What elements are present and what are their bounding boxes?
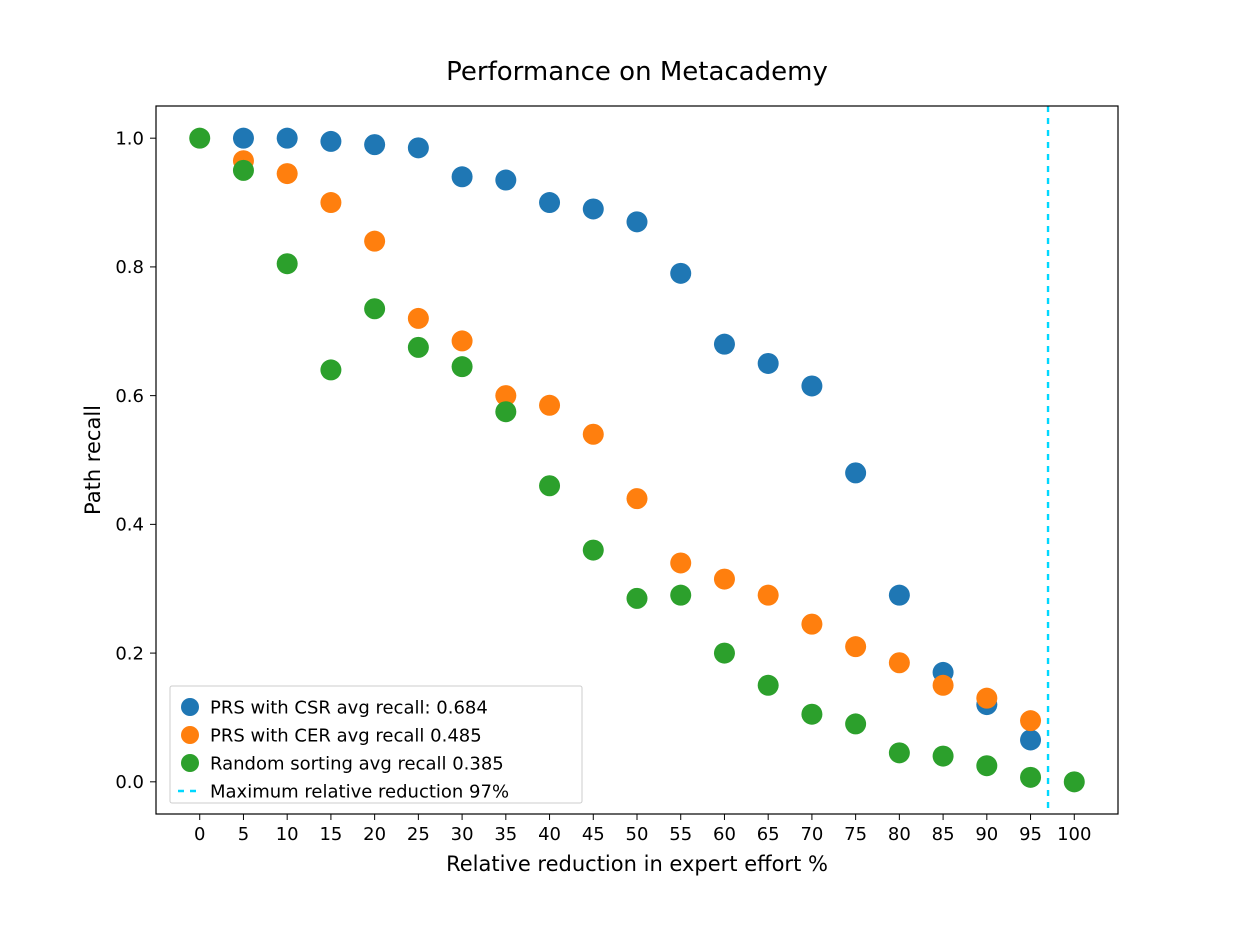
data-point <box>801 614 822 635</box>
xtick-label: 30 <box>451 824 474 845</box>
data-point <box>495 170 516 191</box>
data-point <box>758 585 779 606</box>
xtick-label: 20 <box>363 824 386 845</box>
xtick-label: 45 <box>582 824 605 845</box>
data-point <box>1020 710 1041 731</box>
data-point <box>408 337 429 358</box>
data-point <box>583 198 604 219</box>
data-point <box>364 231 385 252</box>
ytick-label: 0.8 <box>115 257 144 278</box>
xtick-label: 10 <box>276 824 299 845</box>
data-point <box>539 192 560 213</box>
data-point <box>408 308 429 329</box>
data-point <box>758 353 779 374</box>
data-point <box>320 192 341 213</box>
ytick-label: 1.0 <box>115 128 144 149</box>
data-point <box>845 713 866 734</box>
xtick-label: 60 <box>713 824 736 845</box>
data-point <box>277 128 298 149</box>
data-point <box>627 588 648 609</box>
ytick-label: 0.4 <box>115 515 144 536</box>
data-point <box>801 704 822 725</box>
data-point <box>627 211 648 232</box>
data-point <box>976 755 997 776</box>
data-point <box>189 128 210 149</box>
data-point <box>801 375 822 396</box>
xtick-label: 100 <box>1057 824 1091 845</box>
data-point <box>758 675 779 696</box>
data-point <box>889 742 910 763</box>
data-point <box>583 424 604 445</box>
xtick-label: 15 <box>319 824 342 845</box>
data-point <box>364 298 385 319</box>
xtick-label: 35 <box>494 824 517 845</box>
x-axis-label: Relative reduction in expert effort % <box>446 852 828 876</box>
data-point <box>933 675 954 696</box>
data-point <box>1020 767 1041 788</box>
ytick-label: 0.6 <box>115 386 144 407</box>
data-point <box>452 166 473 187</box>
data-point <box>933 746 954 767</box>
xtick-label: 70 <box>800 824 823 845</box>
chart-svg: 0 5 10 15 20 25 30 35 40 45 50 55 60 65 70 75 80 85 90 95 10… <box>0 0 1250 942</box>
data-point <box>320 131 341 152</box>
data-point <box>452 356 473 377</box>
xtick-label: 90 <box>975 824 998 845</box>
data-point <box>277 253 298 274</box>
data-point <box>670 552 691 573</box>
data-point <box>364 134 385 155</box>
data-point <box>670 263 691 284</box>
chart-title: Performance on Metacademy <box>446 57 828 87</box>
data-point <box>452 330 473 351</box>
data-point <box>495 401 516 422</box>
xtick-label: 65 <box>757 824 780 845</box>
data-point <box>714 334 735 355</box>
xtick-label: 40 <box>538 824 561 845</box>
data-point <box>976 688 997 709</box>
data-point <box>408 137 429 158</box>
data-point <box>583 540 604 561</box>
xtick-label: 75 <box>844 824 867 845</box>
legend-marker <box>181 698 199 716</box>
xtick-label: 55 <box>669 824 692 845</box>
data-point <box>539 475 560 496</box>
data-point <box>845 462 866 483</box>
legend-marker <box>181 754 199 772</box>
ytick-label: 0.0 <box>115 772 144 793</box>
legend-label: Maximum relative reduction 97% <box>210 781 509 802</box>
data-point <box>670 585 691 606</box>
data-point <box>1064 771 1085 792</box>
legend-marker <box>181 726 199 744</box>
data-point <box>320 359 341 380</box>
data-point <box>714 643 735 664</box>
y-axis-label: Path recall <box>81 405 105 515</box>
ytick-label: 0.2 <box>115 643 144 664</box>
data-point <box>627 488 648 509</box>
data-point <box>845 636 866 657</box>
xtick-label: 80 <box>888 824 911 845</box>
xtick-label: 25 <box>407 824 430 845</box>
xtick-label: 85 <box>932 824 955 845</box>
data-point <box>233 128 254 149</box>
data-point <box>539 395 560 416</box>
chart-container: 0 5 10 15 20 25 30 35 40 45 50 55 60 65 70 75 80 85 90 95 10… <box>0 0 1250 942</box>
data-point <box>889 585 910 606</box>
xtick-label: 5 <box>238 824 249 845</box>
legend-label: PRS with CER avg recall 0.485 <box>210 725 482 746</box>
legend-label: PRS with CSR avg recall: 0.684 <box>210 697 488 718</box>
xtick-label: 95 <box>1019 824 1042 845</box>
data-point <box>889 652 910 673</box>
data-point <box>233 160 254 181</box>
data-point <box>714 569 735 590</box>
data-point <box>277 163 298 184</box>
xtick-label: 50 <box>626 824 649 845</box>
xtick-label: 0 <box>194 824 205 845</box>
data-point <box>1020 729 1041 750</box>
legend-label: Random sorting avg recall 0.385 <box>210 753 504 774</box>
